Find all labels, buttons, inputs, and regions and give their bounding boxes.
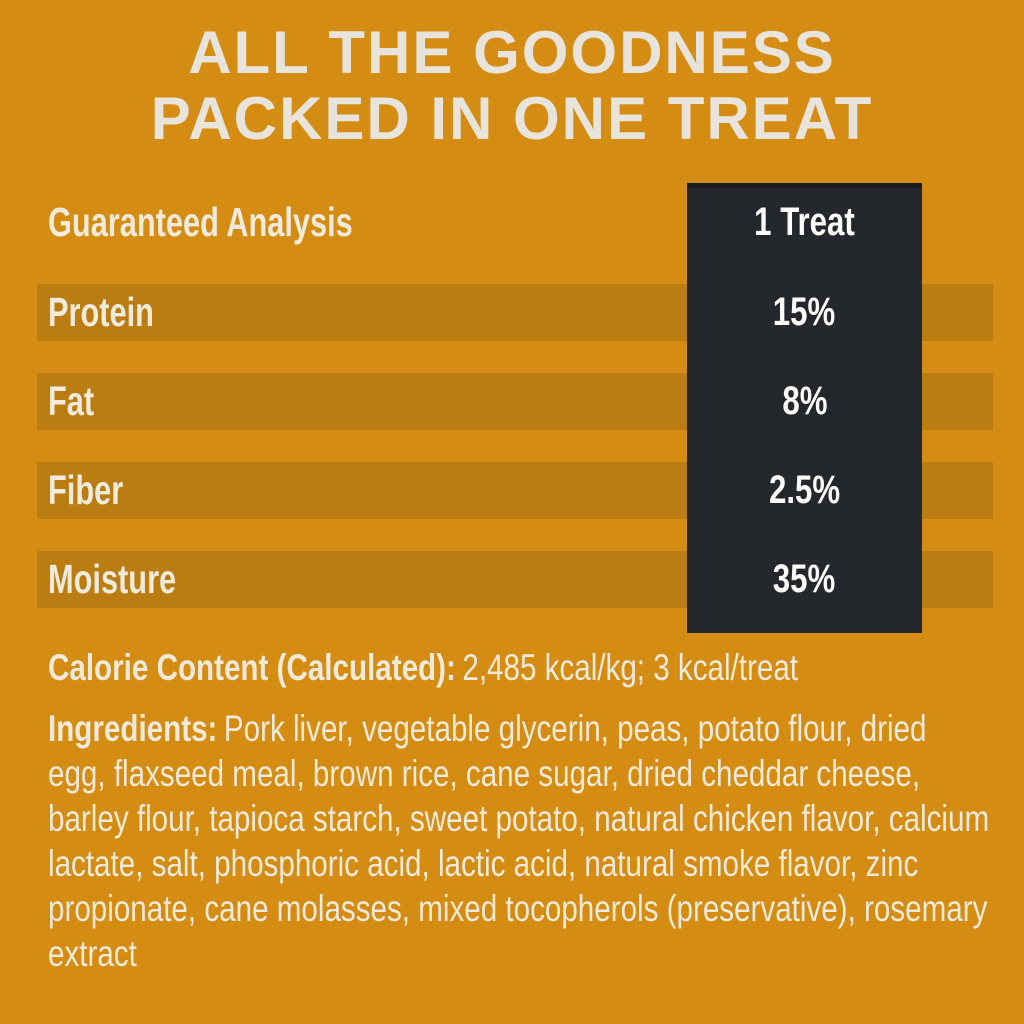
row-value: 8%	[687, 373, 922, 430]
table-row-fat: Fat 8%	[0, 373, 1024, 430]
value-column-background	[687, 183, 922, 633]
row-value-text: 35%	[773, 557, 836, 601]
value-column-header-text: 1 Treat	[754, 200, 855, 244]
row-label: Protein	[48, 289, 154, 335]
row-value-text: 2.5%	[768, 468, 841, 512]
analysis-header-row: Guaranteed Analysis 1 Treat	[0, 194, 1024, 251]
analysis-header-label: Guaranteed Analysis	[48, 199, 353, 245]
row-value: 35%	[687, 551, 922, 608]
page-title-line-1: ALL THE GOODNESS	[188, 19, 836, 86]
row-value-text: 15%	[773, 290, 836, 334]
calorie-content-value: 2,485 kcal/kg; 3 kcal/treat	[462, 647, 799, 688]
table-row-protein: Protein 15%	[0, 284, 1024, 341]
page-title-line-2: PACKED IN ONE TREAT	[150, 85, 874, 152]
calorie-content-label: Calorie Content (Calculated):	[48, 647, 456, 688]
value-column-header: 1 Treat	[687, 194, 922, 251]
row-label: Fat	[48, 378, 95, 424]
calorie-content-line: Calorie Content (Calculated): 2,485 kcal/…	[48, 645, 798, 690]
ingredients-label: Ingredients:	[48, 708, 218, 749]
table-row-moisture: Moisture 35%	[0, 551, 1024, 608]
ingredients-paragraph: Ingredients: Pork liver, vegetable glycer…	[48, 706, 992, 976]
row-value: 15%	[687, 284, 922, 341]
table-row-fiber: Fiber 2.5%	[0, 462, 1024, 519]
ingredients-text: Pork liver, vegetable glycerin, peas, po…	[48, 708, 990, 974]
row-value-text: 8%	[781, 379, 828, 423]
row-value: 2.5%	[687, 462, 922, 519]
row-label: Moisture	[48, 556, 177, 602]
page-title: ALL THE GOODNESS PACKED IN ONE TREAT	[0, 20, 1024, 152]
row-label: Fiber	[48, 467, 124, 513]
